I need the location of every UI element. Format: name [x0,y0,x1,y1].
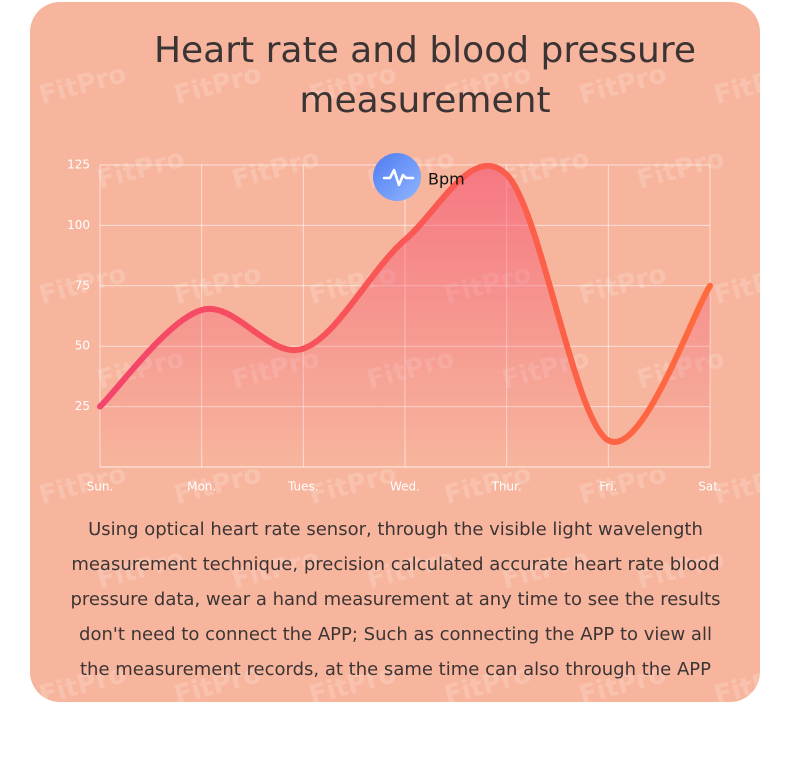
x-tick-label: Fri. [599,480,617,494]
x-tick-label: Sun. [87,480,114,494]
x-tick-label: Thur. [491,480,522,494]
watermark: FitPro [229,144,323,196]
line [97,162,713,445]
y-tick-label: 25 [75,399,90,413]
chart: FitPro FitPro FitPro FitPro FitPro FitPro FitP… [36,59,760,702]
chart-title: Heart rate and blood pressure measuremen… [153,30,697,121]
watermark: FitPro [711,259,760,311]
card: FitPro FitPro FitPro FitPro FitPro FitPro FitP… [30,2,760,702]
watermark: FitPro [634,144,728,196]
y-tick-label: 100 [67,218,90,232]
y-tick-label: 125 [67,158,90,172]
legend-label: Bpm [428,170,465,189]
watermark: FitPro [576,259,670,311]
watermark: FitPro [36,59,130,111]
x-tick-label: Mon. [187,480,216,494]
legend-pulse [382,168,415,187]
x-tick-label: Wed. [390,480,420,494]
area [100,165,710,467]
description: Using optical heart rate sensor, through… [70,519,721,680]
y-tick-label: 50 [75,339,90,353]
y-tick-label: 75 [75,278,90,292]
x-tick-label: Tues. [287,480,319,494]
watermark: FitPro [94,144,188,196]
watermark: FitPro [171,259,265,311]
x-tick-label: Sat. [698,480,722,494]
